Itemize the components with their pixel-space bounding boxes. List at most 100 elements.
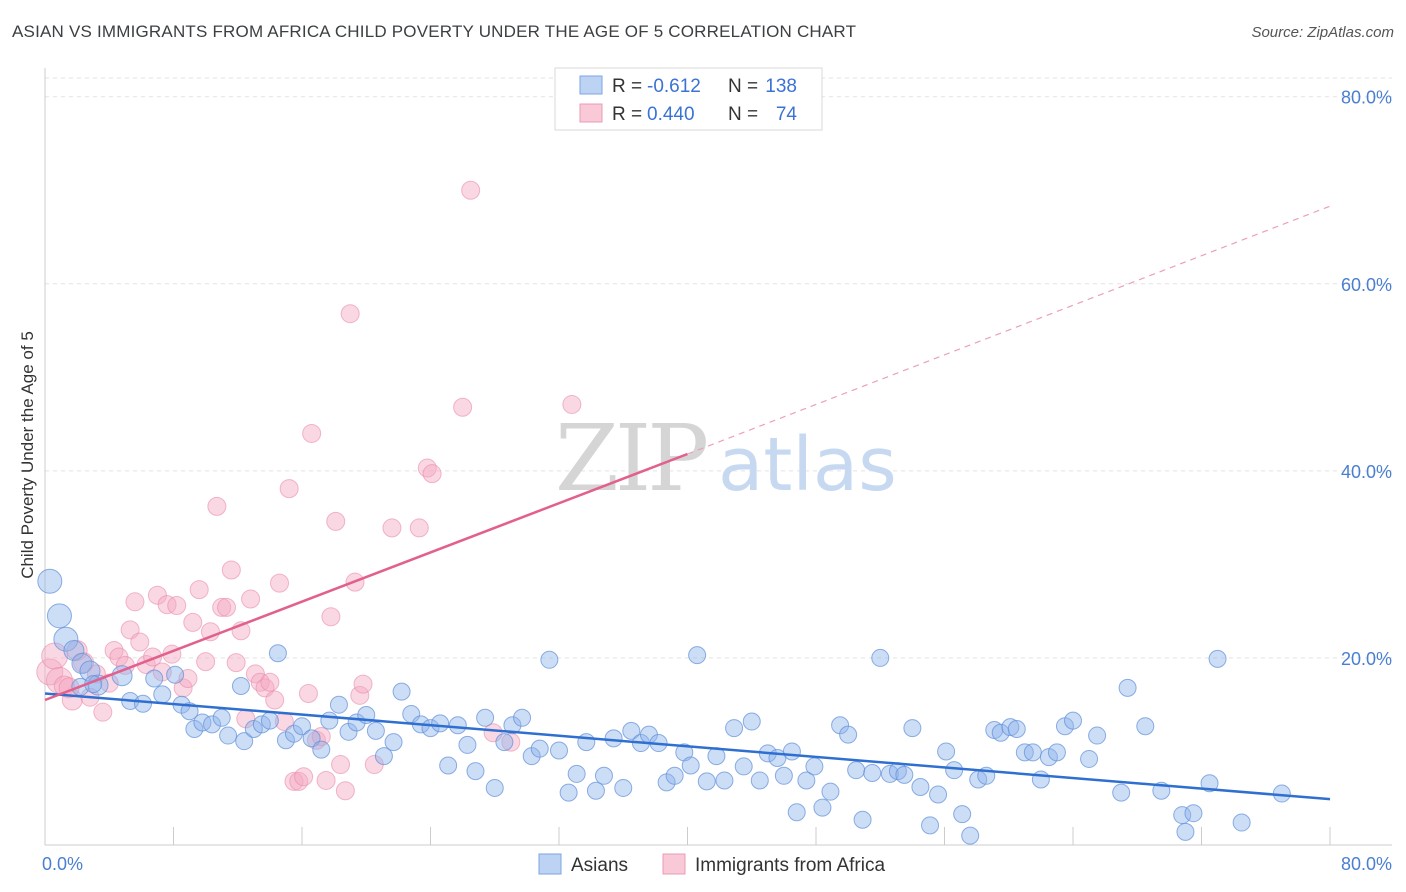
africa-point <box>350 685 370 705</box>
asian-point <box>1136 717 1155 736</box>
asian-point <box>87 674 109 696</box>
asian-point <box>448 716 467 735</box>
africa-point <box>461 180 481 200</box>
asian-point <box>312 740 331 759</box>
africa-point <box>409 518 429 538</box>
asian-point <box>231 676 250 695</box>
africa-points <box>36 180 582 801</box>
asian-point <box>895 765 914 784</box>
y-tick-label: 40.0% <box>1341 462 1392 482</box>
asian-point <box>133 694 152 713</box>
asian-point <box>439 756 458 775</box>
africa-point <box>189 580 209 600</box>
bottom-legend: Asians Immigrants from Africa <box>538 853 885 876</box>
asian-point <box>495 733 514 752</box>
asian-point <box>586 781 605 800</box>
africa-point <box>130 632 150 652</box>
legend-swatch-africa <box>579 103 603 123</box>
top-legend: R = -0.612 N = 138 R = 0.440 N = 74 <box>554 67 823 131</box>
bottom-legend-label-asians: Asians <box>571 855 628 876</box>
africa-point <box>212 597 232 617</box>
asian-point <box>530 739 549 758</box>
asian-point <box>1031 770 1050 789</box>
axes <box>44 68 1392 846</box>
asian-point <box>604 729 623 748</box>
africa-point <box>93 702 113 722</box>
africa-point <box>207 496 227 516</box>
asian-point <box>1200 774 1219 793</box>
africa-point <box>226 653 246 673</box>
asian-point <box>665 766 684 785</box>
africa-point <box>221 560 241 580</box>
asian-point <box>1176 822 1195 841</box>
asian-point <box>813 798 832 817</box>
asian-point <box>366 721 385 740</box>
africa-point <box>294 767 314 787</box>
watermark: ZIP atlas <box>555 405 897 512</box>
asian-point <box>1080 749 1099 768</box>
y-axis-title: Child Poverty Under the Age of 5 <box>18 331 37 579</box>
asian-point <box>392 682 411 701</box>
asian-point <box>503 716 522 735</box>
africa-point <box>104 640 124 660</box>
asian-point <box>219 726 238 745</box>
asian-point <box>111 665 133 687</box>
asian-point <box>1184 804 1203 823</box>
africa-point <box>302 423 322 443</box>
asian-point <box>594 766 613 785</box>
asian-point <box>953 805 972 824</box>
asian-point <box>715 771 734 790</box>
legend-n-value-africa: 74 <box>776 104 798 125</box>
chart-source: Source: ZipAtlas.com <box>1251 24 1394 41</box>
asian-point <box>1208 649 1227 668</box>
africa-point <box>340 304 360 324</box>
africa-point <box>331 755 351 775</box>
africa-point <box>279 479 299 499</box>
africa-point <box>125 592 145 612</box>
tick-labels: 20.0% 40.0% 60.0% 80.0% 0.0% 80.0% <box>42 88 1392 874</box>
chart-title: ASIAN VS IMMIGRANTS FROM AFRICA CHILD PO… <box>12 22 857 41</box>
asian-point <box>203 715 222 734</box>
africa-point <box>298 683 318 703</box>
asian-point <box>320 711 339 730</box>
asian-point <box>540 650 559 669</box>
asian-point <box>821 782 840 801</box>
asian-point <box>53 626 79 652</box>
asian-point <box>1118 678 1137 697</box>
africa-point <box>326 511 346 531</box>
africa-point <box>173 678 193 698</box>
africa-point <box>217 597 237 617</box>
asian-point <box>853 810 872 829</box>
africa-point <box>501 732 521 752</box>
africa-point <box>321 607 341 627</box>
africa-point <box>284 771 304 791</box>
asian-point <box>550 741 568 760</box>
bottom-legend-swatch-asians <box>538 853 562 875</box>
asian-point <box>63 639 85 661</box>
asian-point <box>622 721 641 740</box>
asian-point <box>1064 711 1082 730</box>
watermark-atlas: atlas <box>718 422 897 508</box>
africa-point <box>353 674 373 694</box>
africa-point <box>422 464 442 484</box>
trend-lines <box>44 205 1331 801</box>
legend-n-label-asians: N = <box>728 76 758 97</box>
x-tick-label: 80.0% <box>1341 854 1392 874</box>
africa-point <box>562 394 582 414</box>
asian-point <box>384 733 403 752</box>
asian-point <box>797 771 816 790</box>
asians-trend-line <box>44 692 1331 801</box>
asian-point <box>750 771 769 790</box>
africa-point <box>270 573 290 593</box>
y-tick-label: 80.0% <box>1341 88 1392 108</box>
africa-point <box>241 589 261 609</box>
legend-r-label-africa: R = <box>612 104 642 125</box>
asian-point <box>374 747 393 766</box>
asian-point <box>961 826 980 845</box>
legend-n-value-asians: 138 <box>765 76 797 97</box>
asian-point <box>567 764 586 783</box>
asian-point <box>1088 726 1107 745</box>
asian-point <box>293 717 311 736</box>
africa-point <box>335 781 355 801</box>
asian-point <box>71 653 93 675</box>
